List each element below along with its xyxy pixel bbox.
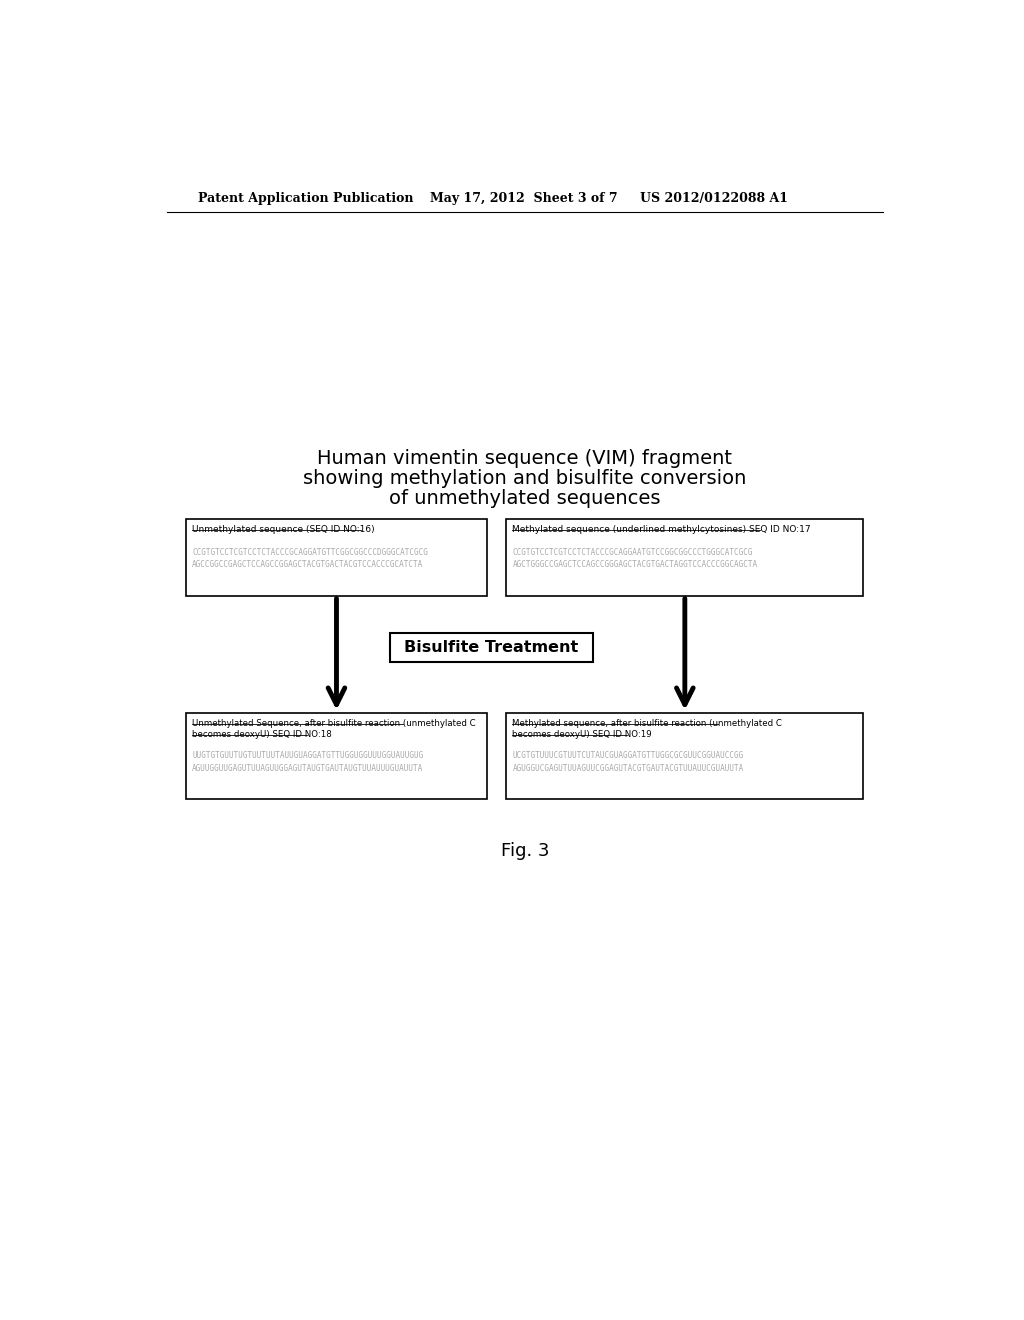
Text: Methylated sequence, after bisulfite reaction (unmethylated C: Methylated sequence, after bisulfite rea… bbox=[512, 719, 782, 727]
Bar bbox=[506, 519, 863, 595]
Text: AGUGGUCGAGUTUUAGUUCGGAGUTACGTGAUTACGTUUAUUCGUAUUTA: AGUGGUCGAGUTUUAGUUCGGAGUTACGTGAUTACGTUUA… bbox=[512, 763, 743, 772]
Bar bbox=[186, 713, 486, 799]
Text: CCGTGTCCTCGTCCTCTACCCGCAGGAATGTCCGGCGGCCCTGGGCATCGCG: CCGTGTCCTCGTCCTCTACCCGCAGGAATGTCCGGCGGCC… bbox=[512, 548, 753, 557]
Bar bbox=[506, 713, 863, 799]
Text: of unmethylated sequences: of unmethylated sequences bbox=[389, 490, 660, 508]
Text: Methylated sequence (underlined methylcytosines) SEQ ID NO:17: Methylated sequence (underlined methylcy… bbox=[512, 525, 811, 533]
Text: Patent Application Publication: Patent Application Publication bbox=[198, 191, 414, 205]
Text: AGUUGGUUGAGUTUUAGUUGGAGUTAUGTGAUTAUGTUUAUUUGUAUUTA: AGUUGGUUGAGUTUUAGUUGGAGUTAUGTGAUTAUGTUUA… bbox=[193, 763, 424, 772]
Bar bbox=[390, 632, 593, 663]
Text: Human vimentin sequence (VIM) fragment: Human vimentin sequence (VIM) fragment bbox=[317, 449, 732, 469]
Text: US 2012/0122088 A1: US 2012/0122088 A1 bbox=[640, 191, 787, 205]
Text: becomes deoxyU) SEQ ID NO:18: becomes deoxyU) SEQ ID NO:18 bbox=[193, 730, 332, 739]
Text: Fig. 3: Fig. 3 bbox=[501, 842, 549, 861]
Text: AGCTGGGCCGAGCTCCAGCCGGGAGCTACGTGACTAGGTCCACCCGGCAGCTA: AGCTGGGCCGAGCTCCAGCCGGGAGCTACGTGACTAGGTC… bbox=[512, 561, 758, 569]
Text: Unmethylated Sequence, after bisulfite reaction (unmethylated C: Unmethylated Sequence, after bisulfite r… bbox=[193, 719, 476, 727]
Text: showing methylation and bisulfite conversion: showing methylation and bisulfite conver… bbox=[303, 469, 746, 488]
Text: Unmethylated sequence (SEQ ID NO:16): Unmethylated sequence (SEQ ID NO:16) bbox=[193, 525, 375, 533]
Text: May 17, 2012  Sheet 3 of 7: May 17, 2012 Sheet 3 of 7 bbox=[430, 191, 617, 205]
Text: AGCCGGCCGAGCTCCAGCCGGAGCTACGTGACTACGTCCACCCGCATCTA: AGCCGGCCGAGCTCCAGCCGGAGCTACGTGACTACGTCCA… bbox=[193, 561, 424, 569]
Text: UUGTGTGUUTUGTUUTUUTAUUGUAGGATGTTUGGUGGUUUGGUAUUGUG: UUGTGTGUUTUGTUUTUUTAUUGUAGGATGTTUGGUGGUU… bbox=[193, 751, 424, 760]
Text: becomes deoxyU) SEQ ID NO:19: becomes deoxyU) SEQ ID NO:19 bbox=[512, 730, 652, 739]
Text: UCGTGTUUUCGTUUTCUTAUCGUAGGATGTTUGGCGCGUUCGGUAUCCGG: UCGTGTUUUCGTUUTCUTAUCGUAGGATGTTUGGCGCGUU… bbox=[512, 751, 743, 760]
Bar bbox=[186, 519, 486, 595]
Text: CCGTGTCCTCGTCCTCTACCCGCAGGATGTTCGGCGGCCCDGGGCATCGCG: CCGTGTCCTCGTCCTCTACCCGCAGGATGTTCGGCGGCCC… bbox=[193, 548, 428, 557]
Text: Bisulfite Treatment: Bisulfite Treatment bbox=[404, 640, 579, 655]
